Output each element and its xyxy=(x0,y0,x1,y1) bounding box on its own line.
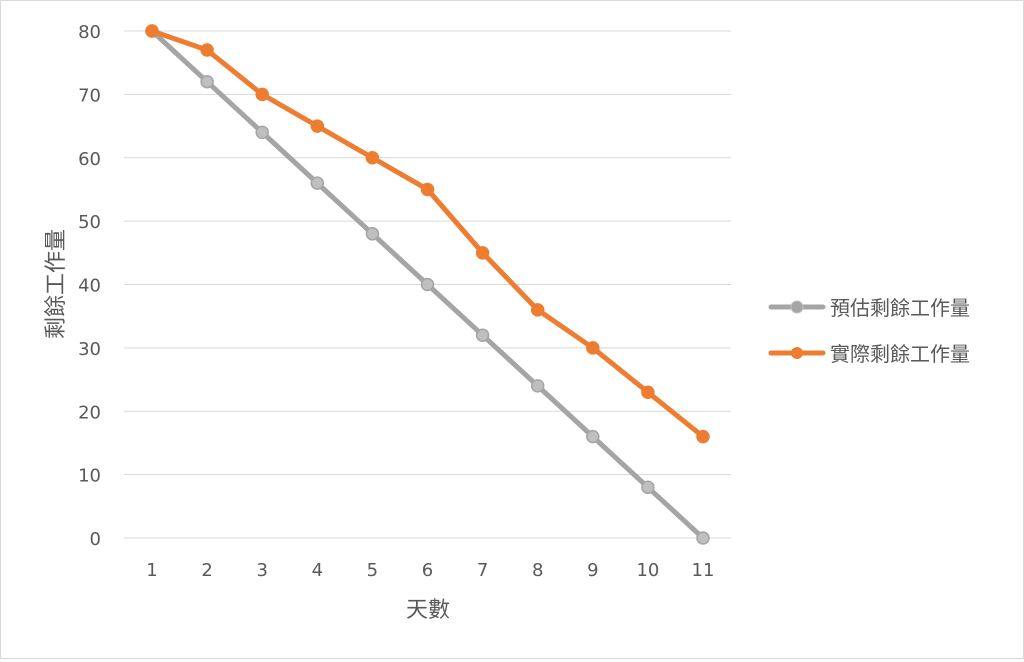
legend-item-actual: 實際剩餘工作量 xyxy=(768,342,970,366)
x-tick-label: 6 xyxy=(422,560,433,581)
legend-label-estimated: 預估剩餘工作量 xyxy=(830,296,970,320)
data-point xyxy=(586,341,600,355)
x-tick-label: 1 xyxy=(146,560,157,581)
x-tick-label: 5 xyxy=(367,560,378,581)
x-tick-label: 4 xyxy=(312,560,323,581)
data-point xyxy=(475,328,490,342)
series-line xyxy=(149,28,706,440)
x-tick-label: 7 xyxy=(477,560,488,581)
data-point xyxy=(365,151,380,165)
data-point xyxy=(641,480,655,495)
series-actual xyxy=(145,24,710,444)
data-point xyxy=(530,303,545,317)
legend-marker-estimated xyxy=(790,300,804,314)
data-point xyxy=(145,24,159,38)
x-axis-label: 天數 xyxy=(406,598,450,623)
y-tick-label: 80 xyxy=(78,22,101,43)
x-tick-label: 2 xyxy=(201,560,212,581)
y-tick-label: 70 xyxy=(78,85,101,106)
y-tick-label: 0 xyxy=(90,529,101,550)
x-tick-label: 10 xyxy=(636,560,659,581)
data-point xyxy=(586,429,600,444)
y-tick-label: 60 xyxy=(78,149,101,170)
x-tick-label: 9 xyxy=(587,560,598,581)
x-tick-labels: 1 2 3 4 5 6 7 8 9 10 11 xyxy=(146,560,714,581)
y-axis-label: 剩餘工作量 xyxy=(44,229,69,339)
legend: 預估剩餘工作量 實際剩餘工作量 xyxy=(768,296,970,366)
x-tick-label: 11 xyxy=(692,560,715,581)
series-group xyxy=(145,24,710,545)
data-point xyxy=(420,277,435,292)
data-point xyxy=(310,176,325,190)
data-point xyxy=(641,385,655,399)
y-tick-label: 20 xyxy=(78,402,101,423)
legend-item-estimated: 預估剩餘工作量 xyxy=(768,296,970,320)
data-point xyxy=(530,379,545,393)
legend-label-actual: 實際剩餘工作量 xyxy=(830,342,970,366)
y-tick-label: 10 xyxy=(78,466,101,487)
data-point xyxy=(200,74,214,89)
data-point xyxy=(255,125,269,140)
y-tick-labels: 0 10 20 30 40 50 60 70 80 xyxy=(78,22,101,550)
x-tick-label: 3 xyxy=(256,560,267,581)
data-point xyxy=(365,227,380,241)
data-point xyxy=(420,182,435,197)
data-point xyxy=(200,43,214,57)
data-point xyxy=(255,87,269,102)
y-tick-label: 30 xyxy=(78,339,101,360)
data-point xyxy=(475,246,490,260)
legend-marker-actual xyxy=(791,347,803,359)
data-point xyxy=(310,119,325,133)
data-point xyxy=(696,531,710,545)
x-tick-label: 8 xyxy=(532,560,543,581)
y-tick-label: 40 xyxy=(78,276,101,297)
data-point xyxy=(696,429,710,444)
y-tick-label: 50 xyxy=(78,212,101,233)
